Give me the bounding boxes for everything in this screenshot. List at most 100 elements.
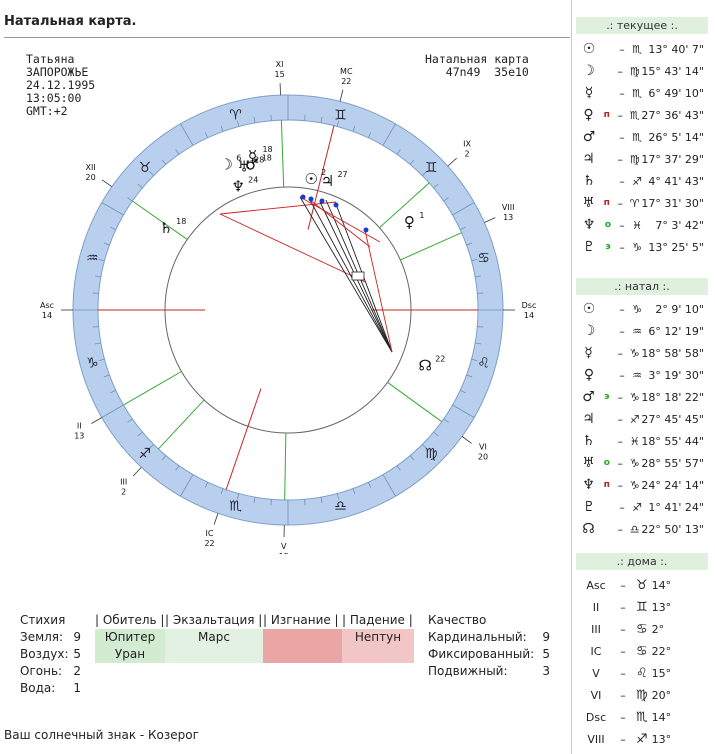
ring-tick xyxy=(94,342,101,345)
elements-header: Стихия xyxy=(20,613,66,627)
row-dash: – xyxy=(619,86,625,100)
aspect-dot xyxy=(363,227,369,233)
house-degree: 13 xyxy=(503,213,513,222)
house-cusp-tick xyxy=(91,417,103,424)
planet-degree: 18 xyxy=(176,217,186,226)
natal-planet-row: ☊ – ♎ 22° 50' 13" xyxy=(576,518,708,540)
dignity-mark: э xyxy=(604,392,610,402)
house-degree: 13° xyxy=(651,732,672,746)
current-panel: .: текущее :. ☉ – ♏ 13° 40' 7" ☽ – ♍ 15° 43' 14… xyxy=(576,17,708,258)
planet-position: 27° 45' 45" xyxy=(641,412,704,426)
row-dash: – xyxy=(617,196,624,210)
planet-glyph-icon: ♇ xyxy=(582,239,596,255)
natal-panel: .: натал :. ☉ – ♑ 2° 9' 10" ☽ – ♒ 6° 12' 19" ☿ – ♑… xyxy=(576,278,708,540)
house-cusp-tick xyxy=(101,179,113,188)
planet-position: 27° 36' 43" xyxy=(641,108,704,122)
ring-tick xyxy=(204,132,209,138)
zodiac-sign-icon: ♑ xyxy=(629,456,640,470)
current-planet-row: ☉ – ♏ 13° 40' 7" xyxy=(576,38,708,60)
ring-tick xyxy=(452,404,475,418)
planet-glyph-icon: ♄ xyxy=(159,219,172,237)
ring-tick xyxy=(466,242,473,246)
house-label: III xyxy=(591,622,601,636)
dignity-mark: о xyxy=(604,220,612,230)
planet-position: 13° 40' 7" xyxy=(648,42,704,56)
zodiac-sign-icon: ♋ xyxy=(636,643,648,659)
row-dash: – xyxy=(617,522,624,536)
element-count: 1 xyxy=(73,681,81,695)
row-dash: – xyxy=(620,578,626,592)
planet-position: 3° 19' 30" xyxy=(648,368,704,382)
person-name: Татьяна xyxy=(26,52,75,66)
ring-tick xyxy=(475,275,482,278)
planet-position: 24° 24' 14" xyxy=(641,478,704,492)
ring-tick xyxy=(477,292,484,294)
zodiac-sign-icon: ♏ xyxy=(629,108,640,122)
planet-glyph-icon: ♅ xyxy=(237,158,250,176)
house-label: VI xyxy=(479,443,487,452)
planet-position: 26° 5' 14" xyxy=(648,130,704,144)
house-cusp-line xyxy=(387,381,443,423)
house-position: ♌ 15° xyxy=(630,666,708,681)
house-degree: 20 xyxy=(85,173,95,182)
ring-tick xyxy=(127,197,133,202)
house-cusp-line xyxy=(158,399,205,450)
planet-glyph-icon: ♅ xyxy=(582,195,595,211)
ring-tick xyxy=(409,455,415,461)
ring-tick xyxy=(236,493,240,500)
house-degree: 14 xyxy=(524,311,534,320)
aspect-line xyxy=(309,199,393,353)
ring-tick xyxy=(443,197,449,202)
house-position: ♉ 14° xyxy=(630,578,708,593)
current-planet-row: ♇ э – ♑ 13° 25' 5" xyxy=(576,236,708,258)
ring-tick xyxy=(460,226,466,231)
house-row: V – ♌ 15° xyxy=(576,662,708,684)
planet-position: 28° 55' 57" xyxy=(641,456,704,470)
natal-chart-wheel: ♊♈♉♒♑♐♏♎♍♌♋♊XI15MC22IX2VIII13Dsc14VI20V1… xyxy=(40,60,536,554)
aspect-line xyxy=(364,229,393,353)
planet-glyph-icon: ♃ xyxy=(582,151,595,167)
aspect-dot xyxy=(308,196,314,202)
ring-tick xyxy=(149,171,154,176)
ring-tick xyxy=(253,116,256,123)
house-cusp-line xyxy=(284,432,287,500)
house-degree: 22 xyxy=(341,77,351,86)
house-row: II – ♊ 13° xyxy=(576,596,708,618)
ring-tick xyxy=(204,482,209,488)
zodiac-sign-icon: ♌ xyxy=(477,355,490,371)
row-dash: – xyxy=(619,324,625,338)
dignity-planet: Марс xyxy=(198,630,230,644)
ring-tick xyxy=(396,149,401,155)
quality-header: Качество xyxy=(428,613,487,627)
ring-tick xyxy=(137,431,143,437)
house-cusp-line xyxy=(400,232,462,261)
house-row: IC – ♋ 22° xyxy=(576,640,708,662)
house-degree: 13 xyxy=(74,432,84,441)
planet-position: 6° 49' 10" xyxy=(648,86,704,100)
person-time: 13:05:00 xyxy=(26,91,82,105)
aspect-dot xyxy=(300,194,306,200)
zodiac-sign-icon: ♏ xyxy=(632,42,642,56)
zodiac-sign-icon: ♒ xyxy=(632,324,642,338)
zodiac-sign-icon: ♈ xyxy=(629,196,640,210)
planet-degree: 6 xyxy=(236,154,241,163)
quality-label: Фиксированный: xyxy=(428,647,535,661)
row-dash: – xyxy=(619,240,625,254)
ring-tick xyxy=(320,116,323,123)
element-label: Земля: xyxy=(20,630,64,644)
quality-count: 3 xyxy=(542,664,550,678)
house-label: XII xyxy=(85,163,95,172)
planet-degree: 18 xyxy=(262,153,272,162)
ring-tick xyxy=(270,114,272,121)
planet-glyph-icon: ☊ xyxy=(582,521,595,537)
planet-degree: 27 xyxy=(337,170,347,179)
house-label: IC xyxy=(206,529,214,538)
ring-tick xyxy=(103,374,110,378)
natal-info: Натальная карта 47n49 35e10 xyxy=(425,53,529,79)
planet-glyph-icon: ☉ xyxy=(304,170,317,188)
ring-tick xyxy=(336,120,340,127)
planet-glyph-icon: ♆ xyxy=(582,217,596,233)
ring-tick xyxy=(270,499,272,506)
title-divider xyxy=(4,37,570,38)
ring-tick xyxy=(180,474,194,497)
